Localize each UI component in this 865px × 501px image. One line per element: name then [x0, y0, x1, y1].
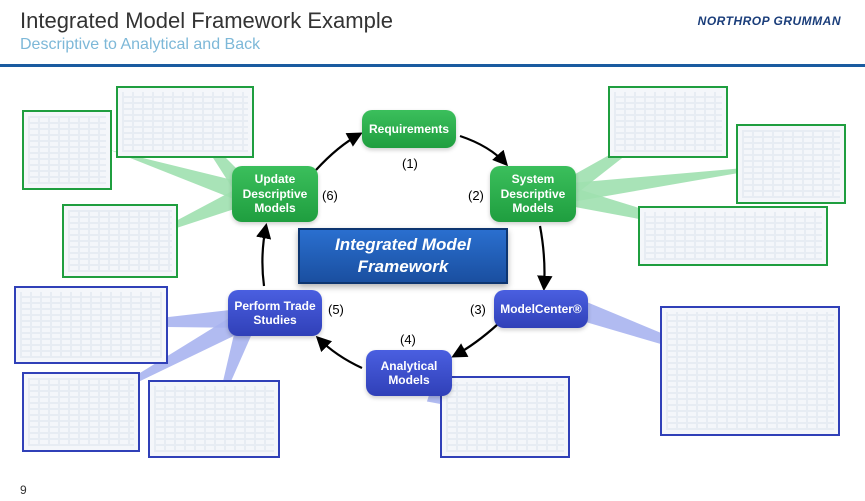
arrow-system-desc-to-modelcenter — [540, 226, 545, 288]
thumbnail-system-desc-5 — [638, 206, 828, 266]
arrow-requirements-to-system-desc — [460, 136, 506, 164]
node-number-analytical: (4) — [400, 332, 416, 347]
company-logo: NORTHROP GRUMMAN — [698, 14, 841, 28]
thumbnail-trade-studies-8 — [148, 380, 280, 458]
node-number-update-desc: (6) — [322, 188, 338, 203]
center-framework-label: Integrated ModelFramework — [335, 234, 471, 278]
node-number-system-desc: (2) — [468, 188, 484, 203]
node-number-requirements: (1) — [402, 156, 418, 171]
node-modelcenter: ModelCenter® — [494, 290, 588, 328]
thumbnail-update-desc-2 — [62, 204, 178, 278]
slide-subtitle: Descriptive to Analytical and Back — [20, 36, 845, 54]
thumbnail-update-desc-0 — [22, 110, 112, 190]
node-system-desc: SystemDescriptiveModels — [490, 166, 576, 222]
node-trade-studies: Perform TradeStudies — [228, 290, 322, 336]
node-update-desc: UpdateDescriptiveModels — [232, 166, 318, 222]
thumbnail-update-desc-1 — [116, 86, 254, 158]
page-number: 9 — [20, 483, 27, 497]
thumbnail-system-desc-4 — [736, 124, 846, 204]
header-divider — [0, 64, 865, 67]
arrow-update-desc-to-requirements — [316, 134, 360, 170]
arrow-analytical-to-trade-studies — [318, 338, 362, 368]
diagram-stage: Integrated ModelFramework Requirements (1… — [0, 70, 865, 490]
node-number-trade-studies: (5) — [328, 302, 344, 317]
node-requirements: Requirements — [362, 110, 456, 148]
arrow-trade-studies-to-update-desc — [262, 226, 266, 286]
arrow-modelcenter-to-analytical — [454, 324, 498, 356]
thumbnail-system-desc-3 — [608, 86, 728, 158]
thumbnail-modelcenter-10 — [660, 306, 840, 436]
slide-header: Integrated Model Framework Example Descr… — [0, 0, 865, 58]
thumbnail-trade-studies-7 — [22, 372, 140, 452]
thumbnail-trade-studies-6 — [14, 286, 168, 364]
node-number-modelcenter: (3) — [470, 302, 486, 317]
thumbnail-analytical-9 — [440, 376, 570, 458]
center-framework-box: Integrated ModelFramework — [298, 228, 508, 284]
node-analytical: AnalyticalModels — [366, 350, 452, 396]
